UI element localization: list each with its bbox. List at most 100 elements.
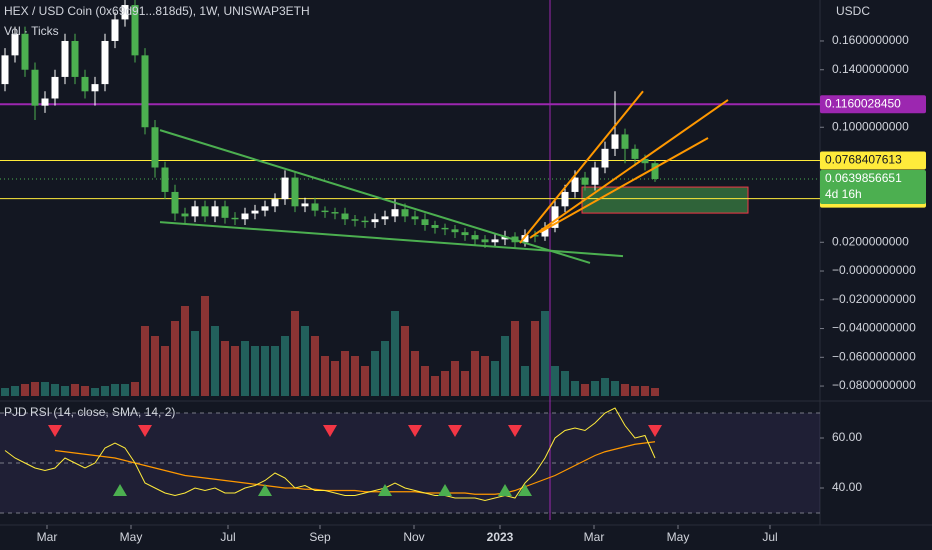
candle-body (631, 148, 639, 159)
volume-bar (381, 341, 389, 396)
candle-body (601, 148, 609, 168)
candle-body (251, 210, 259, 214)
candle-body (411, 216, 419, 220)
volume-bar (101, 386, 109, 396)
price-line-label-bg (820, 151, 926, 170)
volume-bar (481, 356, 489, 396)
volume-bar (61, 386, 69, 396)
y-tick-label: −0.0200000000 (832, 292, 916, 306)
rsi-tick-label: 40.00 (832, 480, 862, 494)
candle-body (611, 134, 619, 149)
volume-bar (21, 384, 29, 396)
candle-body (131, 5, 139, 56)
candle-body (321, 210, 329, 213)
candle-body (361, 220, 369, 223)
price-line-label-bg (820, 95, 926, 114)
y-tick-label: 0.1000000000 (832, 119, 909, 133)
candle-body (471, 235, 479, 240)
candle-body (401, 209, 409, 217)
volume-bar (31, 382, 39, 396)
volume-title: Vol · Ticks (4, 24, 59, 38)
sell-signal (448, 425, 462, 437)
volume-bar (651, 388, 659, 396)
volume-bar (281, 336, 289, 396)
volume-bar (271, 346, 279, 396)
volume-bar (191, 331, 199, 396)
candle-body (501, 236, 509, 240)
volume-bar (91, 388, 99, 396)
volume-bar (631, 386, 639, 396)
y-tick-label: −0.0600000000 (832, 349, 916, 363)
volume-bar (571, 381, 579, 396)
candle-body (521, 235, 529, 243)
sell-signal (408, 425, 422, 437)
rsi-sma-line (54, 441, 656, 495)
candle-body (591, 167, 599, 185)
candle-body (241, 213, 249, 220)
volume-bar (71, 384, 79, 396)
volume-bar (541, 311, 549, 396)
candle-body (201, 206, 209, 217)
countdown: 4d 16h (825, 187, 862, 201)
candle-body (211, 206, 219, 217)
last-price-label: 0.0639856651 (825, 171, 902, 185)
volume-bar (161, 346, 169, 396)
volume-bar (11, 386, 19, 396)
volume-bar (441, 371, 449, 396)
candle-body (191, 206, 199, 217)
candle-body (31, 69, 39, 106)
sell-signal (323, 425, 337, 437)
candle-body (301, 203, 309, 207)
candle-body (641, 158, 649, 164)
volume-bar (171, 321, 179, 396)
volume-bar (51, 384, 59, 396)
volume-bar (621, 384, 629, 396)
volume-bar (351, 356, 359, 396)
candle-body (171, 191, 179, 214)
volume-bar (41, 382, 49, 396)
volume-bar (251, 346, 259, 396)
candle-body (331, 212, 339, 214)
y-tick-label: 0.0200000000 (832, 234, 909, 248)
sell-signal (508, 425, 522, 437)
trendline (529, 99, 729, 239)
sell-signal (648, 425, 662, 437)
volume-bar (471, 351, 479, 396)
volume-bar (491, 361, 499, 396)
candle-body (551, 206, 559, 228)
volume-bar (411, 351, 419, 396)
volume-bar (591, 381, 599, 396)
volume-bar (81, 386, 89, 396)
candle-body (61, 40, 69, 77)
x-tick-label: 2023 (487, 530, 514, 544)
y-tick-label: −0.0400000000 (832, 321, 916, 335)
volume-bar (311, 336, 319, 396)
x-tick-label: Mar (584, 530, 605, 544)
candle-body (91, 84, 99, 92)
volume-bar (151, 336, 159, 396)
volume-bar (581, 384, 589, 396)
candle-body (111, 19, 119, 41)
x-tick-label: May (120, 530, 143, 544)
rsi-title: PJD RSI (14, close, SMA, 14, 2) (4, 405, 175, 419)
x-tick-label: Nov (403, 530, 424, 544)
volume-bar (321, 356, 329, 396)
candle-body (161, 167, 169, 192)
trendline (519, 90, 644, 244)
volume-bar (501, 336, 509, 396)
candle-body (371, 219, 379, 223)
volume-bar (331, 361, 339, 396)
volume-bar (641, 386, 649, 396)
candle-body (581, 177, 589, 185)
y-tick-label: 0.1600000000 (832, 33, 909, 47)
volume-bar (111, 384, 119, 396)
target-zone (581, 186, 749, 214)
candle-body (271, 199, 279, 207)
volume-bar (531, 321, 539, 396)
volume-bar (211, 326, 219, 396)
candle-body (441, 227, 449, 230)
x-tick-label: Jul (762, 530, 777, 544)
volume-bar (261, 346, 269, 396)
candle-body (281, 177, 289, 200)
rsi-tick-label: 60.00 (832, 430, 862, 444)
